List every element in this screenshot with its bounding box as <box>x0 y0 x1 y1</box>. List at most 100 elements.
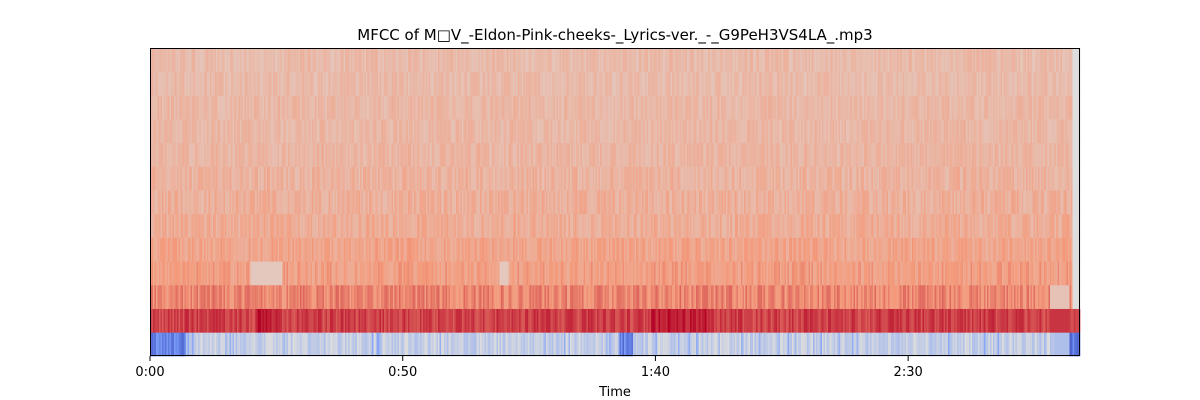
heatmap-cell <box>376 284 379 309</box>
heatmap-cell <box>438 95 440 120</box>
heatmap-cell <box>609 190 611 215</box>
heatmap-cell <box>255 166 257 191</box>
heatmap-cell <box>718 71 721 96</box>
heatmap-cell <box>238 261 241 286</box>
heatmap-cell <box>571 284 574 309</box>
heatmap-cell <box>633 237 635 262</box>
heatmap-cell <box>460 95 463 120</box>
heatmap-cell <box>210 95 212 120</box>
heatmap-cell <box>687 284 689 309</box>
heatmap-cell <box>510 166 512 191</box>
heatmap-cell <box>603 142 605 167</box>
heatmap-cell <box>636 213 638 238</box>
heatmap-cell <box>472 190 475 215</box>
heatmap-cell <box>591 213 593 238</box>
heatmap-cell <box>526 332 529 357</box>
heatmap-cell <box>669 332 671 357</box>
heatmap-cell <box>354 48 356 73</box>
heatmap-cell <box>550 166 553 191</box>
heatmap-cell <box>655 119 658 144</box>
heatmap-cell <box>721 284 724 309</box>
heatmap-cell <box>237 261 239 286</box>
heatmap-cell <box>688 284 691 309</box>
heatmap-cell <box>337 261 340 286</box>
heatmap-cell <box>469 308 472 333</box>
heatmap-cell <box>420 284 422 309</box>
heatmap-cell <box>211 308 214 333</box>
heatmap-cell <box>681 48 683 73</box>
heatmap-cell <box>468 237 470 262</box>
heatmap-cell <box>265 261 268 286</box>
heatmap-cell <box>649 213 652 238</box>
heatmap-cell <box>651 95 653 120</box>
heatmap-cell <box>241 237 244 262</box>
heatmap-cell <box>543 142 545 167</box>
heatmap-cell <box>318 213 320 238</box>
heatmap-cell <box>564 213 566 238</box>
heatmap-cell <box>328 261 331 286</box>
heatmap-cell <box>697 190 700 215</box>
heatmap-cell <box>309 190 311 215</box>
heatmap-cell <box>397 213 400 238</box>
heatmap-cell <box>172 71 175 96</box>
heatmap-cell <box>538 142 541 167</box>
heatmap-cell <box>169 71 172 96</box>
heatmap-cell <box>607 261 610 286</box>
heatmap-cell <box>342 119 344 144</box>
heatmap-cell <box>267 166 269 191</box>
heatmap-cell <box>624 166 626 191</box>
heatmap-cell <box>393 95 395 120</box>
heatmap-cell <box>199 142 202 167</box>
heatmap-cell <box>678 237 680 262</box>
heatmap-cell <box>621 71 623 96</box>
heatmap-cell <box>171 166 173 191</box>
heatmap-cell <box>543 119 545 144</box>
heatmap-cell <box>342 166 344 191</box>
heatmap-cell <box>465 142 467 167</box>
heatmap-cell <box>247 166 250 191</box>
heatmap-cell <box>157 48 160 73</box>
heatmap-cell <box>238 71 241 96</box>
heatmap-cell <box>558 190 560 215</box>
heatmap-cell <box>630 284 632 309</box>
heatmap-cell <box>159 213 161 238</box>
heatmap-cell <box>181 119 184 144</box>
heatmap-cell <box>625 166 628 191</box>
heatmap-cell <box>313 284 316 309</box>
heatmap-cell <box>262 261 265 286</box>
heatmap-cell <box>187 261 190 286</box>
heatmap-cell <box>379 48 382 73</box>
heatmap-cell <box>282 119 284 144</box>
heatmap-cell <box>237 119 239 144</box>
heatmap-cell <box>430 166 433 191</box>
heatmap-cell <box>342 284 344 309</box>
heatmap-cell <box>513 190 515 215</box>
heatmap-cell <box>363 261 365 286</box>
heatmap-cell <box>643 166 646 191</box>
heatmap-cell <box>204 332 206 357</box>
heatmap-cell <box>571 166 574 191</box>
heatmap-cell <box>375 71 377 96</box>
heatmap-cell <box>399 119 401 144</box>
heatmap-cell <box>475 190 478 215</box>
heatmap-cell <box>370 308 373 333</box>
heatmap-cell <box>537 261 539 286</box>
heatmap-cell <box>547 190 550 215</box>
heatmap-cell <box>219 119 221 144</box>
heatmap-cell <box>556 142 559 167</box>
heatmap-cell <box>657 48 659 73</box>
heatmap-cell <box>178 166 181 191</box>
heatmap-cell <box>465 95 467 120</box>
heatmap-cell <box>453 48 455 73</box>
heatmap-cell <box>615 308 617 333</box>
heatmap-cell <box>492 332 494 357</box>
heatmap-cell <box>384 237 386 262</box>
heatmap-cell <box>310 261 313 286</box>
heatmap-cell <box>316 190 319 215</box>
heatmap-cell <box>240 71 242 96</box>
heatmap-cell <box>268 142 271 167</box>
heatmap-cell <box>249 95 251 120</box>
heatmap-cell <box>495 142 497 167</box>
heatmap-cell <box>420 95 422 120</box>
heatmap-cell <box>334 308 337 333</box>
